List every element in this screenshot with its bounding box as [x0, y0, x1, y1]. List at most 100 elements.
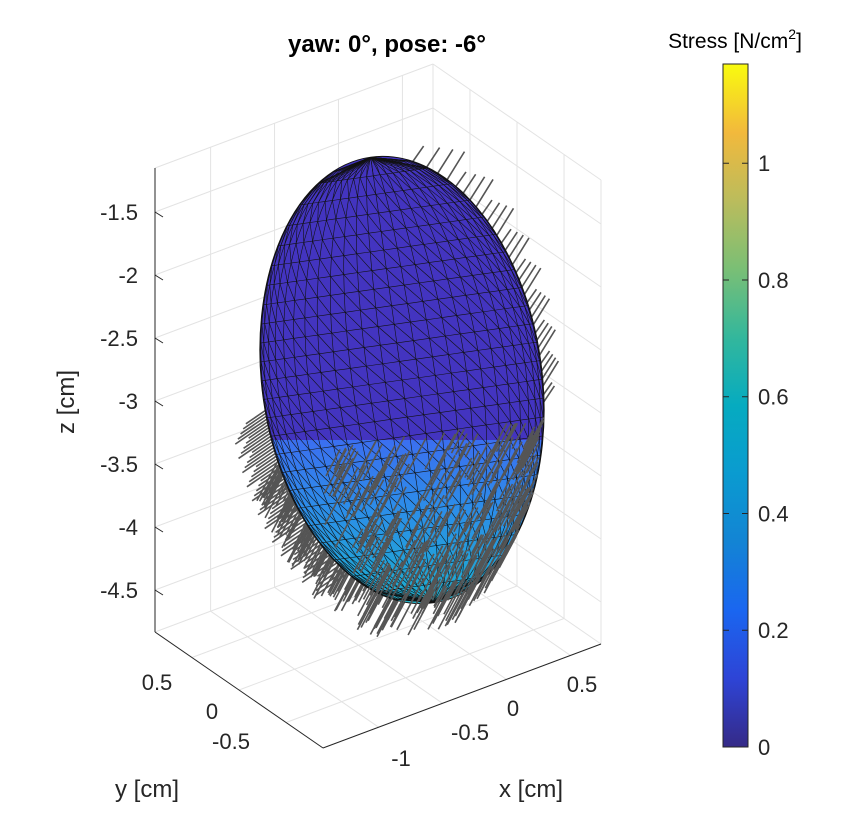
mesh-edge — [414, 472, 433, 490]
stress-vector — [417, 553, 435, 585]
mesh-edge — [352, 386, 372, 404]
stress-vector — [351, 528, 364, 549]
mesh-edge — [482, 311, 500, 329]
mesh-edge — [433, 186, 455, 203]
stress-vector — [405, 525, 420, 550]
z-tick-label: -2.5 — [100, 326, 138, 351]
stress-vector — [405, 540, 428, 580]
mesh-edge — [397, 247, 416, 265]
stress-vector — [372, 521, 393, 559]
stress-vector — [472, 546, 487, 571]
stress-vector — [416, 593, 428, 614]
mesh-edge — [351, 576, 376, 593]
stress-vector — [455, 517, 472, 546]
grid-line — [154, 107, 434, 213]
grid-line — [210, 610, 379, 728]
stress-vector — [376, 599, 398, 638]
stress-vector — [516, 430, 535, 464]
mesh-edge — [364, 536, 384, 554]
mesh-edge — [263, 342, 270, 361]
stress-vector — [472, 449, 493, 484]
stress-vector — [412, 504, 428, 533]
z-tick-label: -2 — [118, 263, 138, 288]
stress-vector — [503, 441, 523, 476]
stress-vector — [323, 464, 341, 494]
mesh-edge — [467, 541, 472, 560]
mesh-edge — [380, 231, 398, 249]
mesh-edge — [422, 168, 448, 185]
stress-vector — [468, 442, 490, 480]
mesh-edge — [390, 419, 410, 436]
stress-vector — [424, 432, 446, 470]
stress-vector — [495, 486, 511, 512]
stress-vector — [515, 443, 532, 473]
mesh-edge — [450, 372, 470, 390]
stress-vector — [359, 536, 380, 574]
colorbar-tick-label: 0.8 — [758, 268, 789, 293]
mesh-edge — [447, 524, 459, 543]
stress-vector — [315, 572, 349, 596]
mesh-edge — [414, 169, 440, 186]
stress-vector — [375, 564, 392, 592]
mesh-edge — [370, 156, 394, 174]
mesh-edge — [269, 322, 276, 342]
mesh-edge — [458, 220, 477, 238]
mesh-edge — [485, 481, 496, 500]
mesh-edge — [524, 324, 534, 343]
mesh-edge — [343, 255, 358, 273]
y-tick-label: -0.5 — [212, 729, 250, 754]
stress-vector — [447, 510, 462, 536]
mesh-edge — [290, 263, 297, 282]
z-axis-label: z [cm] — [53, 370, 80, 434]
stress-vector — [369, 562, 389, 596]
stress-vector — [374, 445, 396, 483]
mesh-edge — [377, 439, 397, 457]
mesh-edge — [511, 269, 522, 288]
mesh-edge — [383, 249, 402, 267]
mesh-edge — [296, 281, 306, 300]
stress-vector — [265, 480, 286, 496]
stress-vector — [341, 457, 354, 480]
stress-vector — [445, 580, 468, 622]
stress-vector — [250, 458, 278, 478]
mesh-edge — [379, 174, 395, 192]
stress-vector — [393, 463, 410, 493]
mesh-edge — [303, 242, 310, 261]
stress-vector — [428, 554, 450, 591]
mesh-edge — [366, 157, 371, 177]
mesh-edge — [517, 325, 529, 344]
stress-vector — [241, 449, 275, 474]
stress-vector — [266, 503, 296, 525]
mesh-edge — [488, 235, 504, 253]
mesh-edge — [472, 218, 490, 236]
mesh-edge — [435, 242, 455, 260]
mesh-edge — [468, 389, 486, 407]
mesh-edge — [484, 254, 501, 272]
colorbar-tick-label: 0.4 — [758, 501, 789, 526]
mesh-edge — [368, 233, 384, 251]
mesh-edge — [459, 485, 473, 503]
mesh-edge — [481, 217, 496, 235]
mesh-edge — [361, 328, 381, 346]
stress-vector — [451, 522, 469, 551]
colorbar-tick-label: 0 — [758, 735, 770, 760]
stress-vector — [473, 565, 487, 587]
mesh-edge — [299, 450, 315, 469]
mesh-edge — [498, 252, 512, 271]
mesh-edge — [512, 307, 525, 326]
stress-vector — [249, 441, 273, 459]
mesh-edge — [297, 204, 305, 225]
stress-vector — [273, 516, 304, 539]
stress-vector — [338, 447, 357, 479]
mesh-edge — [283, 320, 294, 339]
stress-vector — [237, 418, 268, 440]
stress-vector — [379, 482, 397, 513]
stress-vector — [275, 514, 302, 534]
mesh-edge — [487, 329, 504, 348]
mesh-edge — [312, 182, 325, 204]
mesh-edge — [302, 223, 305, 243]
mesh-edge — [325, 409, 344, 427]
z-tick-mark — [154, 400, 164, 407]
stress-vector — [471, 455, 494, 495]
mesh-edge — [278, 397, 292, 415]
